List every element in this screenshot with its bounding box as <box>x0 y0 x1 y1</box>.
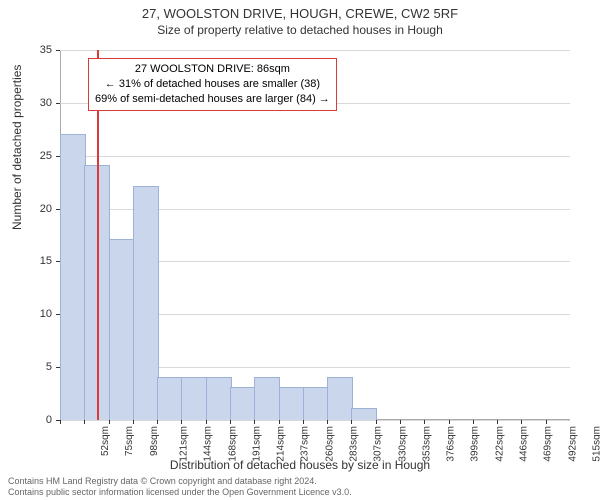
annotation-box: 27 WOOLSTON DRIVE: 86sqm← 31% of detache… <box>88 58 337 111</box>
ytick-label: 0 <box>22 414 52 426</box>
xtick-label: 399sqm <box>470 426 481 462</box>
xtick-label: 168sqm <box>227 426 238 462</box>
gridline <box>60 50 570 51</box>
xtick-label: 260sqm <box>324 426 335 462</box>
ytick-label: 10 <box>22 308 52 320</box>
histogram-bar <box>109 239 135 420</box>
annotation-line3: 69% of semi-detached houses are larger (… <box>95 92 330 107</box>
xtick-label: 515sqm <box>591 426 600 462</box>
xtick-label: 75sqm <box>124 426 135 456</box>
histogram-bar <box>254 377 280 420</box>
xtick-label: 214sqm <box>276 426 287 462</box>
histogram-bar <box>279 387 305 420</box>
xtick-label: 376sqm <box>446 426 457 462</box>
histogram-bar <box>181 377 207 420</box>
histogram-bar <box>60 134 86 420</box>
xtick-label: 144sqm <box>203 426 214 462</box>
footer-credits: Contains HM Land Registry data © Crown c… <box>8 476 352 498</box>
footer-line-1: Contains HM Land Registry data © Crown c… <box>8 476 352 487</box>
ytick-label: 30 <box>22 97 52 109</box>
xtick-label: 237sqm <box>300 426 311 462</box>
xtick-label: 191sqm <box>251 426 262 462</box>
ytick-label: 35 <box>22 44 52 56</box>
footer-line-2: Contains public sector information licen… <box>8 487 352 498</box>
xtick-label: 121sqm <box>179 426 190 462</box>
chart-plot-area: 0510152025303552sqm75sqm98sqm121sqm144sq… <box>60 50 570 420</box>
xtick-label: 446sqm <box>519 426 530 462</box>
xtick-label: 330sqm <box>397 426 408 462</box>
ytick-label: 25 <box>22 150 52 162</box>
xtick-label: 492sqm <box>567 426 578 462</box>
histogram-bar <box>157 377 183 420</box>
chart-title: 27, WOOLSTON DRIVE, HOUGH, CREWE, CW2 5R… <box>0 0 600 21</box>
annotation-line2: ← 31% of detached houses are smaller (38… <box>95 77 330 92</box>
histogram-bar <box>327 377 353 420</box>
ytick-label: 15 <box>22 255 52 267</box>
xtick-label: 52sqm <box>100 426 111 456</box>
histogram-bar <box>230 387 256 420</box>
xtick-label: 422sqm <box>494 426 505 462</box>
ytick-label: 5 <box>22 361 52 373</box>
xtick-label: 307sqm <box>373 426 384 462</box>
histogram-bar <box>133 186 159 420</box>
histogram-bar <box>351 408 377 420</box>
xtick-label: 353sqm <box>421 426 432 462</box>
histogram-bar <box>206 377 232 420</box>
x-axis-label: Distribution of detached houses by size … <box>0 458 600 472</box>
chart-subtitle: Size of property relative to detached ho… <box>0 21 600 37</box>
ytick-label: 20 <box>22 203 52 215</box>
gridline <box>60 156 570 157</box>
xtick-label: 283sqm <box>349 426 360 462</box>
histogram-bar <box>303 387 329 420</box>
gridline <box>60 420 570 421</box>
xtick-label: 469sqm <box>543 426 554 462</box>
annotation-line1: 27 WOOLSTON DRIVE: 86sqm <box>95 62 330 77</box>
xtick-label: 98sqm <box>149 426 160 456</box>
